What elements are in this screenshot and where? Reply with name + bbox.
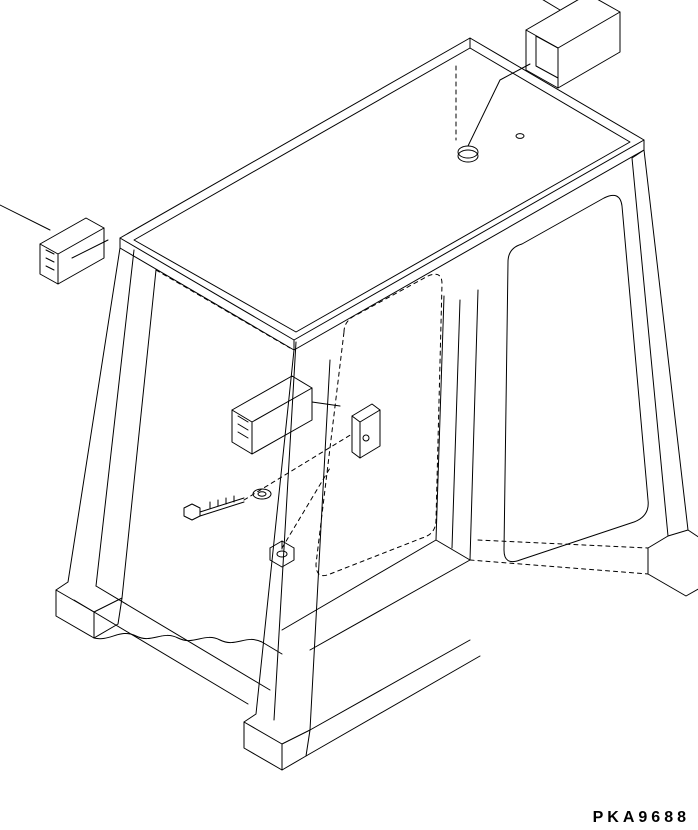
roof-lamp	[458, 0, 620, 162]
door-window-opening	[504, 195, 648, 561]
hinge-washer	[253, 489, 271, 499]
leader-left-mirror	[0, 200, 50, 230]
bolt-axis	[244, 434, 352, 500]
roof-hole	[516, 134, 524, 139]
hinge-bolt	[184, 496, 244, 520]
front-sill-top	[96, 586, 270, 690]
interior-mirror	[232, 376, 340, 454]
roof-front-thickness	[120, 238, 294, 350]
rear-right-pillar	[632, 150, 698, 596]
cab-diagram: PKA9688	[0, 0, 698, 830]
roof-right-thickness	[294, 140, 644, 350]
front-center-pillar-outer	[244, 350, 330, 770]
left-mirror	[40, 218, 108, 284]
leader-roof-lamp	[510, 0, 560, 10]
drawing-id: PKA9688	[593, 809, 690, 826]
door-hinge	[352, 404, 380, 458]
front-left-pillar-outer	[56, 248, 156, 638]
front-skirt-wavy	[94, 633, 282, 654]
rear-window-hidden	[316, 274, 442, 575]
b-pillar	[436, 290, 478, 560]
